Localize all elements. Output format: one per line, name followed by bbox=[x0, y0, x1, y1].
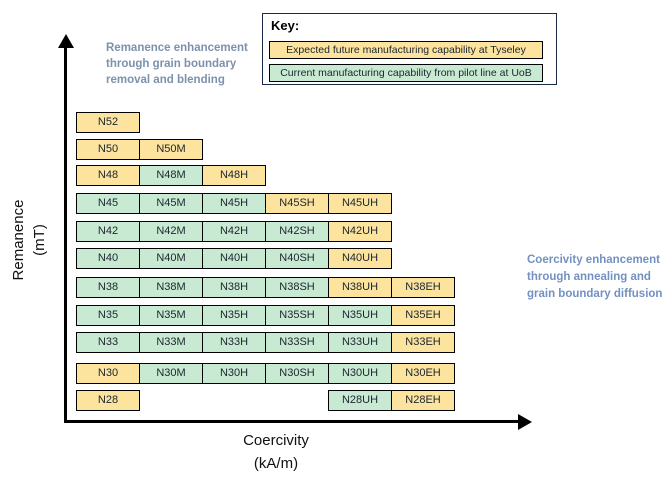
grade-cell: N33SH bbox=[265, 332, 329, 353]
grade-cell: N30SH bbox=[265, 363, 329, 384]
grade-cell: N38UH bbox=[328, 277, 392, 298]
grade-cell: N33 bbox=[76, 332, 140, 353]
remanence-enhancement-annotation: Remanence enhancement through grain boun… bbox=[106, 42, 248, 86]
grade-cell: N45SH bbox=[265, 193, 329, 214]
grade-cell: N30M bbox=[139, 363, 203, 384]
grade-cell: N35SH bbox=[265, 305, 329, 326]
x-axis-label-line2: (kA/m) bbox=[253, 455, 299, 472]
y-axis-label-line1: Remanence bbox=[10, 199, 27, 281]
grade-cell: N38EH bbox=[391, 277, 455, 298]
legend-entry-current: Current manufacturing capability from pi… bbox=[269, 64, 543, 82]
grade-cell: N40SH bbox=[265, 248, 329, 269]
grade-cell: N40UH bbox=[328, 248, 392, 269]
key-legend: Key: Expected future manufacturing capab… bbox=[262, 13, 557, 85]
grade-cell: N50M bbox=[139, 139, 203, 160]
grade-cell: N35UH bbox=[328, 305, 392, 326]
grade-cell: N40M bbox=[139, 248, 203, 269]
grade-cell: N45H bbox=[202, 193, 266, 214]
grade-cell: N33H bbox=[202, 332, 266, 353]
grade-cell: N40 bbox=[76, 248, 140, 269]
grade-cell: N42 bbox=[76, 221, 140, 242]
grade-cell: N38H bbox=[202, 277, 266, 298]
grade-cell: N48 bbox=[76, 165, 140, 186]
x-axis-arrowhead-icon bbox=[518, 414, 532, 430]
grade-cell: N50 bbox=[76, 139, 140, 160]
grade-cell: N30H bbox=[202, 363, 266, 384]
grade-cell: N45 bbox=[76, 193, 140, 214]
grade-cell: N52 bbox=[76, 112, 140, 133]
grade-cell: N33EH bbox=[391, 332, 455, 353]
grade-cell: N48M bbox=[139, 165, 203, 186]
grade-cell: N38SH bbox=[265, 277, 329, 298]
x-axis bbox=[64, 420, 520, 423]
grade-cell: N35 bbox=[76, 305, 140, 326]
y-axis-label-line2: (mT) bbox=[31, 224, 48, 256]
grade-cell: N38M bbox=[139, 277, 203, 298]
grade-cell: N40H bbox=[202, 248, 266, 269]
grade-cell: N42M bbox=[139, 221, 203, 242]
grade-cell: N45UH bbox=[328, 193, 392, 214]
grade-cell: N48H bbox=[202, 165, 266, 186]
grade-cell: N28 bbox=[76, 390, 140, 411]
grade-cell: N45M bbox=[139, 193, 203, 214]
grade-cell: N35EH bbox=[391, 305, 455, 326]
grade-cell: N30 bbox=[76, 363, 140, 384]
grade-cell: N33UH bbox=[328, 332, 392, 353]
grade-cell: N30UH bbox=[328, 363, 392, 384]
grade-cell: N35H bbox=[202, 305, 266, 326]
grade-cell: N33M bbox=[139, 332, 203, 353]
grade-cell: N42H bbox=[202, 221, 266, 242]
grade-cell: N42UH bbox=[328, 221, 392, 242]
grade-cell: N38 bbox=[76, 277, 140, 298]
y-axis-arrowhead-icon bbox=[58, 34, 74, 48]
grade-cell: N28UH bbox=[328, 390, 392, 411]
y-axis-label: Remanence (mT) bbox=[8, 158, 52, 322]
coercivity-enhancement-annotation: Coercivity enhancement through annealing… bbox=[527, 254, 662, 300]
grade-cell: N35M bbox=[139, 305, 203, 326]
key-title: Key: bbox=[271, 18, 300, 33]
x-axis-label: Coercivity (kA/m) bbox=[196, 429, 356, 475]
legend-entry-future: Expected future manufacturing capability… bbox=[269, 41, 543, 59]
grade-cell: N42SH bbox=[265, 221, 329, 242]
y-axis bbox=[64, 44, 67, 422]
grade-cell: N28EH bbox=[391, 390, 455, 411]
x-axis-label-line1: Coercivity bbox=[243, 432, 309, 449]
grade-cell: N30EH bbox=[391, 363, 455, 384]
